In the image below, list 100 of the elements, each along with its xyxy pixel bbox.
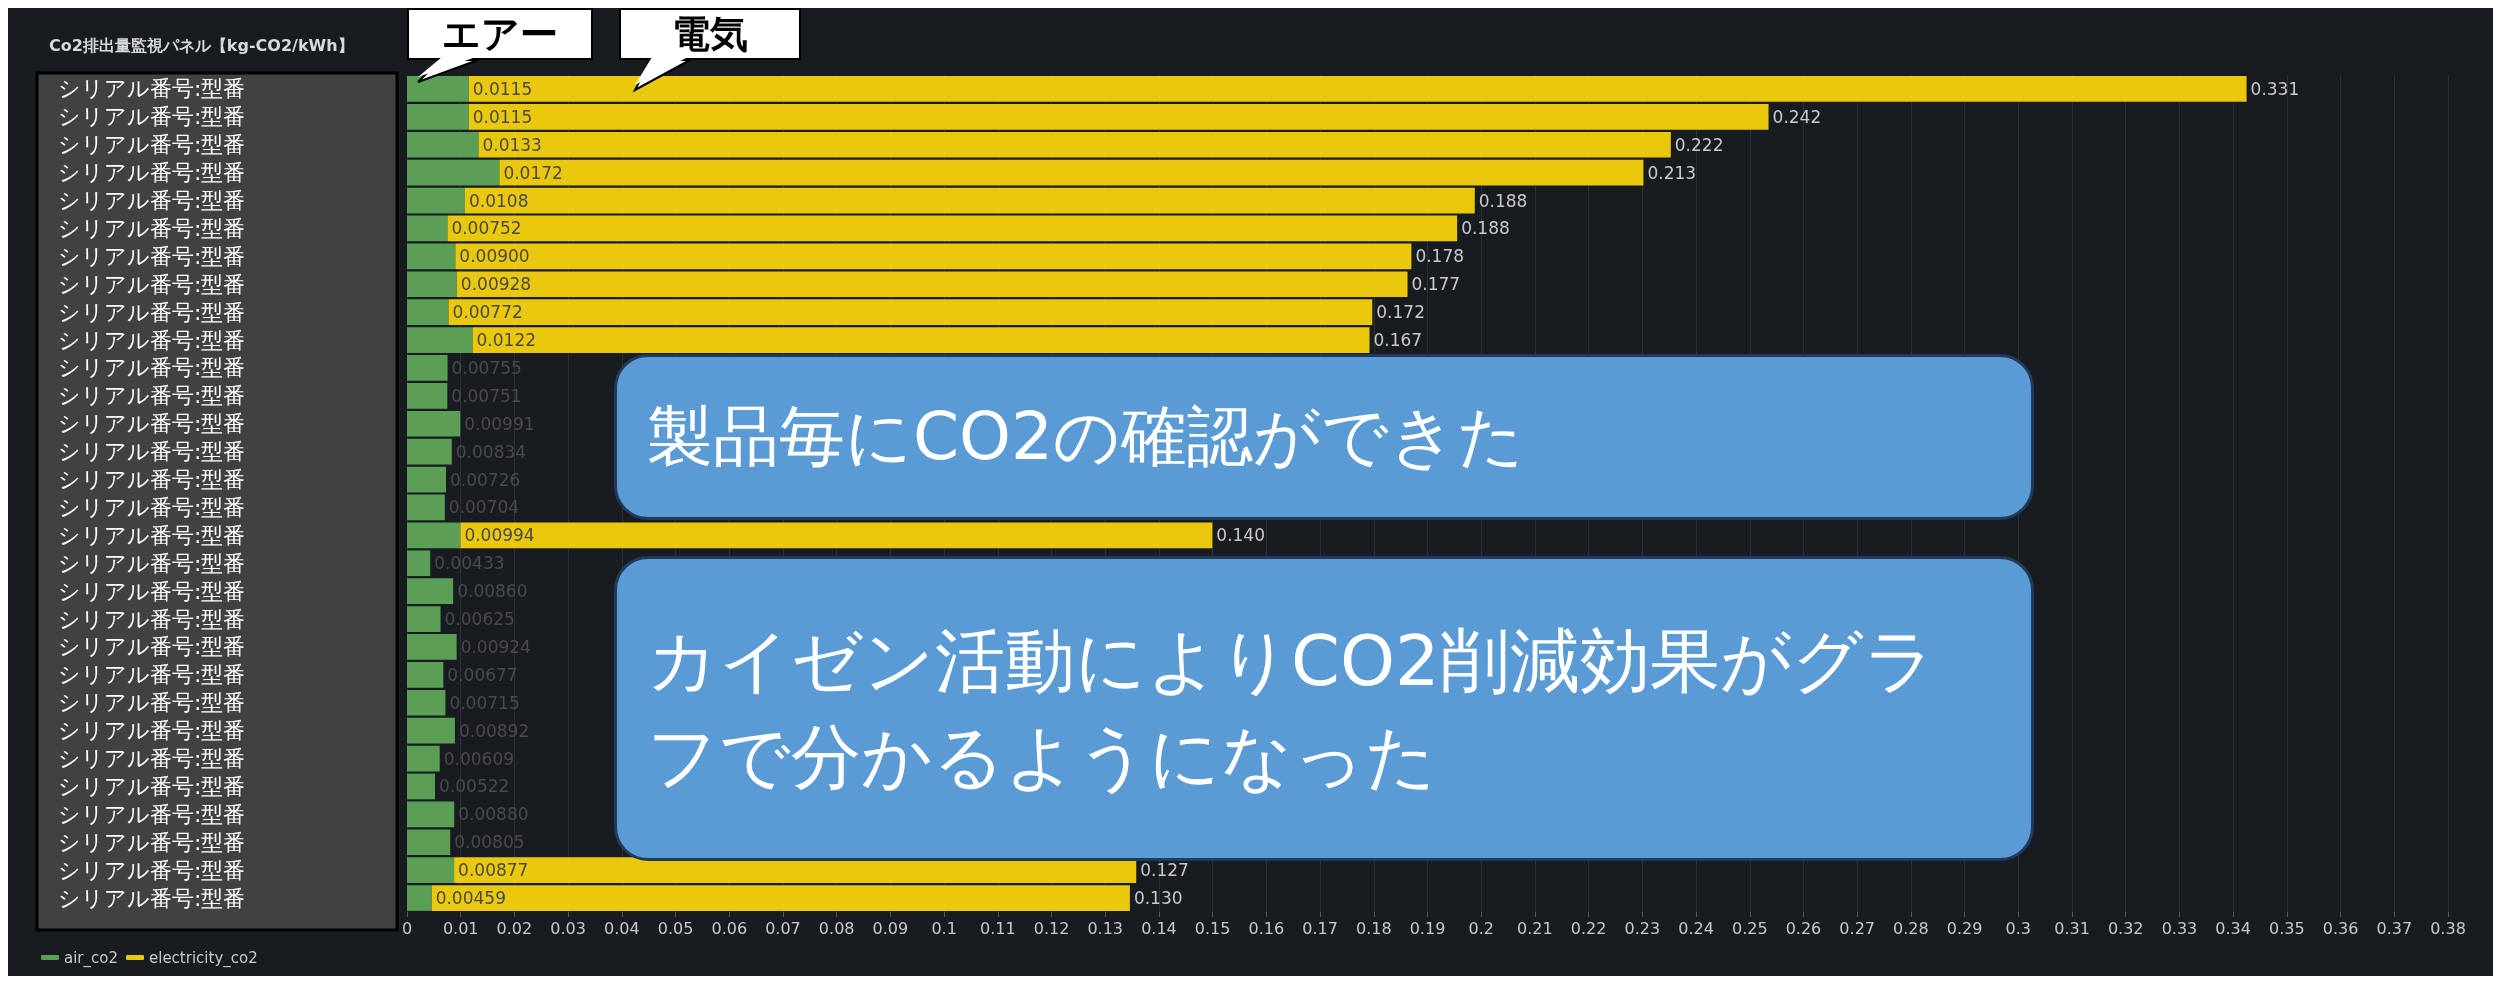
y-tick-label: シリアル番号:型番: [58, 271, 246, 297]
bar: [407, 885, 432, 911]
data-label: 0.00900: [459, 246, 530, 267]
data-label: 0.00994: [464, 525, 535, 546]
data-label: 0.0133: [482, 134, 542, 155]
x-tick-label: 0.3: [2005, 918, 2032, 938]
bar: [407, 550, 431, 577]
bar: [460, 522, 1213, 549]
x-tick-label: 0: [401, 918, 413, 938]
y-tick-label: シリアル番号:型番: [58, 132, 246, 158]
x-tick-label: 0.27: [1839, 918, 1875, 938]
bar: [407, 689, 446, 716]
bar: [407, 355, 448, 381]
bar: [407, 215, 448, 242]
callout-box: 製品毎にCO2の確認ができた: [614, 354, 2034, 520]
data-label: 0.130: [1133, 888, 1183, 909]
data-label: 0.127: [1140, 860, 1189, 881]
y-tick-label: シリアル番号:型番: [58, 467, 246, 493]
data-label: 0.188: [1478, 190, 1528, 211]
y-tick-label: シリアル番号:型番: [58, 829, 246, 855]
x-tick-label: 0.19: [1409, 918, 1446, 938]
y-tick-label: シリアル番号:型番: [58, 243, 246, 269]
x-tick-label: 0.22: [1570, 918, 1607, 938]
bar: [407, 801, 455, 828]
data-label: 0.177: [1411, 274, 1461, 295]
x-tick-label: 0.21: [1517, 918, 1553, 938]
bar: [407, 857, 455, 883]
legend-label: electricity_co2: [148, 948, 258, 968]
bar: [407, 773, 436, 800]
data-label: 0.178: [1415, 246, 1465, 267]
data-label: 0.00752: [451, 218, 522, 239]
data-label: 0.140: [1216, 525, 1266, 546]
y-tick-label: シリアル番号:型番: [58, 522, 246, 548]
bar: [468, 104, 1769, 130]
x-tick-label: 0.14: [1141, 918, 1177, 938]
callout-box: カイゼン活動によりCO2削減効果がグラフで分かるようになった: [614, 556, 2034, 861]
x-tick-label: 0.36: [2322, 918, 2359, 938]
y-tick-label: シリアル番号:型番: [58, 578, 246, 604]
x-tick-label: 0.16: [1248, 918, 1285, 938]
bar: [407, 159, 500, 186]
text: 電気: [619, 8, 801, 60]
y-tick-label: シリアル番号:型番: [58, 801, 246, 827]
x-tick-label: 0.15: [1194, 918, 1231, 938]
data-label: 0.242: [1772, 106, 1822, 127]
bar: [407, 243, 456, 270]
y-tick-label: シリアル番号:型番: [58, 885, 246, 911]
data-label: 0.0172: [503, 162, 563, 183]
bar: [448, 299, 1373, 325]
y-tick-label: シリアル番号:型番: [58, 690, 246, 716]
bar: [407, 745, 440, 772]
bar: [407, 410, 461, 437]
bar: [407, 662, 444, 688]
x-tick-label: 0.01: [442, 918, 479, 938]
data-label: 0.0115: [472, 78, 533, 99]
x-tick-label: 0.12: [1033, 918, 1070, 938]
legend-label: air_co2: [64, 948, 118, 968]
y-tick-label: シリアル番号:型番: [58, 494, 246, 520]
bar: [407, 104, 469, 130]
x-tick-label: 0.13: [1087, 918, 1124, 938]
bar: [407, 383, 448, 409]
bar: [455, 243, 1412, 270]
x-tick-label: 0.37: [2376, 918, 2413, 938]
y-tick-label: シリアル番号:型番: [58, 76, 246, 102]
x-tick-label: 0.05: [657, 918, 694, 938]
data-label: 0.331: [2250, 78, 2300, 99]
x-tick-label: 0.25: [1731, 918, 1768, 938]
bar: [499, 159, 1644, 186]
x-tick-label: 0.06: [711, 918, 748, 938]
bar: [431, 885, 1130, 911]
y-tick-label: シリアル番号:型番: [58, 327, 246, 353]
data-label: 0.0108: [469, 190, 529, 211]
y-tick-label: シリアル番号:型番: [58, 160, 246, 186]
y-tick-label: シリアル番号:型番: [58, 773, 246, 799]
bar: [407, 466, 446, 493]
x-tick-label: 0.35: [2269, 918, 2305, 938]
y-tick-label: シリアル番号:型番: [58, 439, 246, 465]
x-tick-label: 0.09: [872, 918, 909, 938]
data-label: 0.222: [1674, 134, 1724, 155]
x-tick-label: 0.17: [1302, 918, 1338, 938]
x-tick-label: 0.08: [818, 918, 855, 938]
x-tick-label: 0.34: [2215, 918, 2251, 938]
x-tick-label: 0.31: [2054, 918, 2090, 938]
text: エアー: [407, 8, 593, 60]
x-tick-label: 0.24: [1678, 918, 1714, 938]
bar: [456, 271, 1408, 298]
y-tick-label: シリアル番号:型番: [58, 634, 246, 660]
x-tick-label: 0.04: [604, 918, 640, 938]
data-label: 0.00877: [458, 860, 529, 881]
bar: [472, 327, 1370, 353]
y-tick-label: シリアル番号:型番: [58, 411, 246, 437]
x-tick-label: 0.02: [496, 918, 533, 938]
bar: [407, 187, 466, 214]
x-tick-label: 0.28: [1893, 918, 1929, 938]
bar: [407, 606, 441, 632]
bar: [465, 187, 1475, 214]
y-tick-label: シリアル番号:型番: [58, 718, 246, 744]
y-tick-label: シリアル番号:型番: [58, 104, 246, 130]
y-tick-label: シリアル番号:型番: [58, 215, 246, 241]
data-label: 0.0115: [472, 106, 533, 127]
data-label: 0.167: [1373, 330, 1423, 351]
